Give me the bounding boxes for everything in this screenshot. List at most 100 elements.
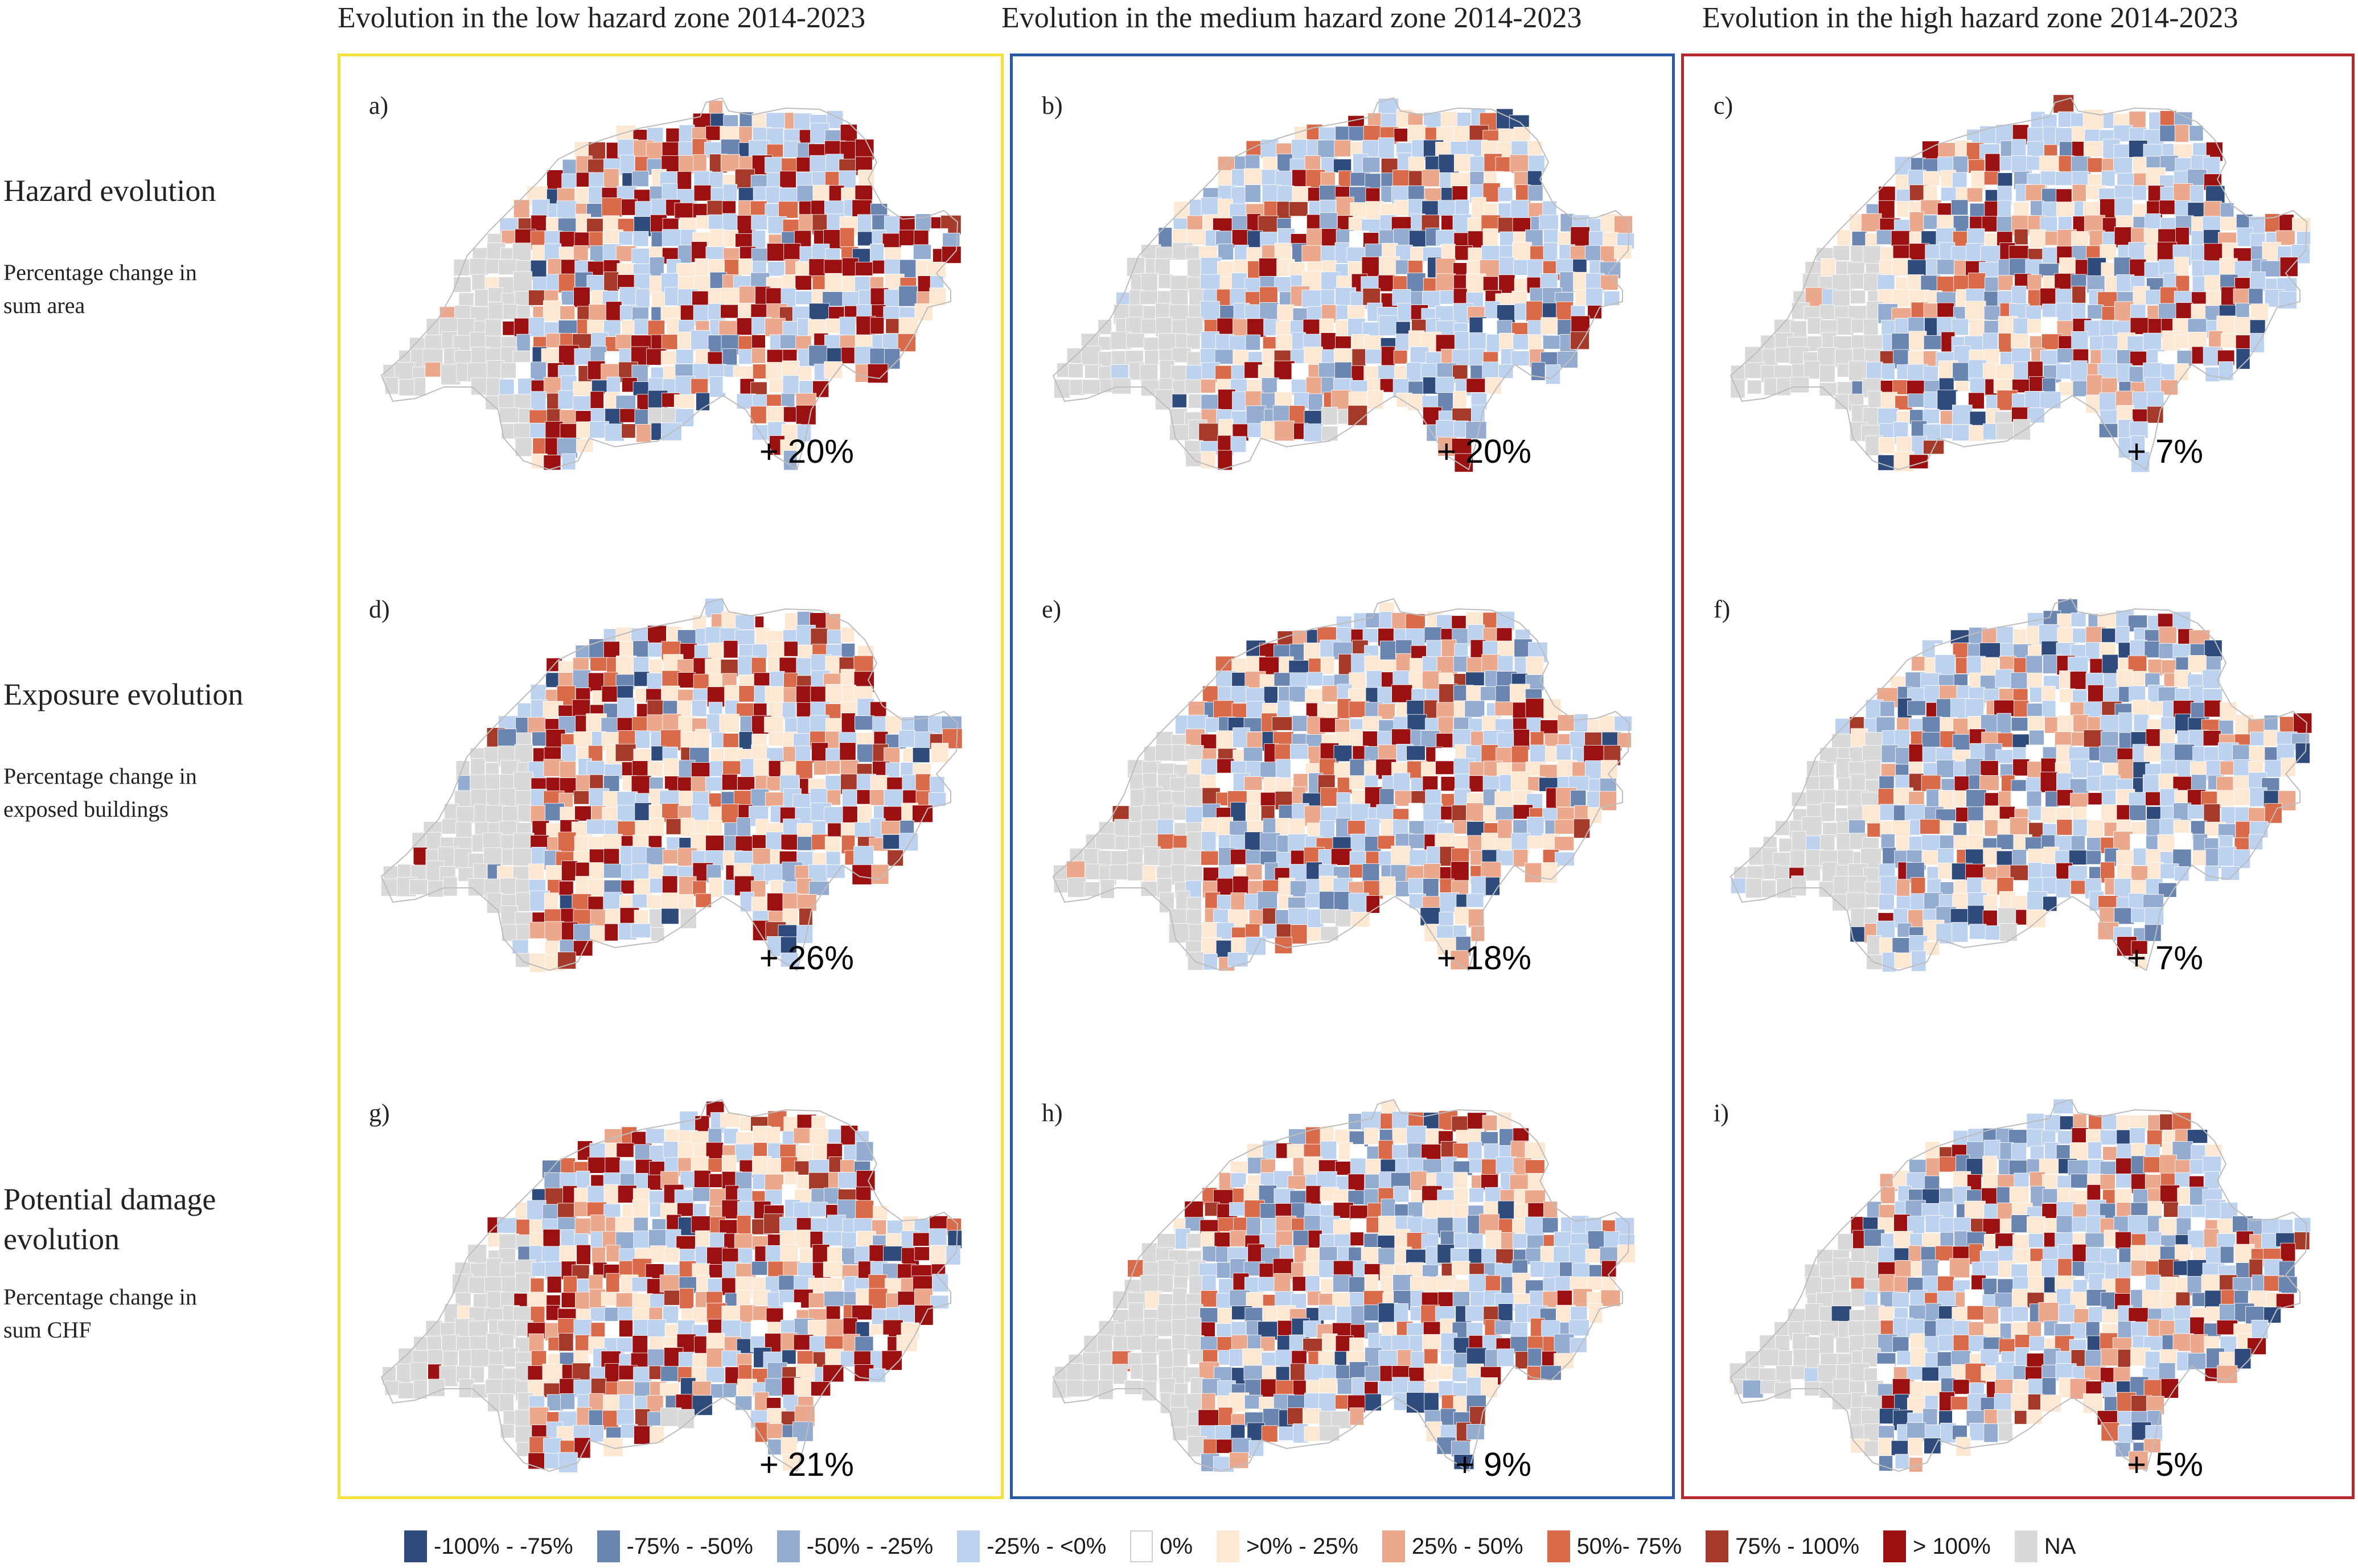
municipality — [601, 197, 623, 217]
municipality — [1291, 363, 1309, 381]
municipality — [1952, 172, 1967, 188]
municipality — [2056, 744, 2071, 763]
municipality — [621, 199, 638, 216]
municipality — [1379, 788, 1395, 808]
municipality — [556, 200, 577, 219]
municipality — [621, 880, 635, 894]
municipality — [1231, 186, 1246, 206]
municipality — [1322, 1333, 1338, 1351]
municipality — [1406, 1125, 1427, 1146]
municipality — [1216, 1262, 1233, 1279]
municipality — [2129, 258, 2147, 278]
municipality — [1316, 1171, 1337, 1188]
municipality — [499, 1393, 514, 1412]
municipality — [680, 731, 697, 748]
municipality — [587, 1186, 605, 1204]
municipality — [2026, 909, 2046, 928]
municipality — [808, 303, 830, 321]
municipality — [1920, 818, 1941, 834]
municipality — [1527, 816, 1544, 837]
municipality — [1350, 1232, 1364, 1246]
municipality — [1186, 351, 1202, 368]
row-subtitle-hazard-1: Percentage change in — [3, 260, 197, 285]
municipality — [2250, 731, 2265, 746]
municipality — [1439, 290, 1455, 304]
municipality — [2030, 686, 2044, 703]
municipality — [1983, 306, 2000, 320]
municipality — [1908, 350, 1924, 365]
municipality — [1435, 377, 1455, 393]
municipality — [456, 806, 477, 824]
municipality — [1201, 831, 1217, 852]
municipality — [2113, 257, 2131, 277]
municipality — [544, 1187, 564, 1205]
municipality — [695, 729, 710, 750]
municipality — [1158, 1274, 1174, 1293]
municipality — [1983, 1203, 2000, 1219]
municipality — [691, 378, 708, 394]
municipality — [2130, 834, 2147, 851]
municipality — [1983, 291, 2000, 308]
municipality — [1467, 1233, 1484, 1250]
municipality — [824, 361, 843, 379]
municipality — [691, 762, 712, 777]
municipality — [677, 1202, 694, 1217]
municipality — [1860, 792, 1882, 807]
municipality — [1450, 950, 1469, 970]
municipality — [1361, 1111, 1382, 1131]
municipality — [1317, 139, 1337, 159]
municipality — [899, 833, 919, 851]
municipality — [573, 940, 593, 957]
municipality — [1921, 1203, 1941, 1218]
municipality — [603, 1437, 623, 1457]
municipality — [1084, 863, 1102, 880]
municipality — [513, 199, 530, 218]
municipality — [1485, 1349, 1500, 1368]
municipality — [753, 758, 770, 776]
municipality — [2129, 804, 2147, 821]
municipality — [1804, 865, 1821, 881]
municipality — [2130, 317, 2150, 335]
municipality — [1406, 1392, 1428, 1413]
municipality — [1334, 762, 1350, 780]
municipality — [1436, 1275, 1456, 1290]
municipality — [2143, 332, 2162, 351]
municipality — [1378, 1140, 1394, 1161]
municipality — [941, 246, 962, 264]
municipality — [1921, 775, 1941, 792]
municipality — [517, 804, 532, 822]
municipality — [765, 1174, 784, 1193]
municipality — [1938, 142, 1956, 158]
municipality — [2133, 954, 2147, 969]
municipality — [606, 1273, 620, 1294]
municipality — [2115, 1173, 2134, 1188]
municipality — [839, 335, 856, 349]
municipality — [605, 301, 622, 321]
municipality — [1530, 1261, 1546, 1278]
municipality — [2028, 806, 2043, 821]
municipality — [1496, 611, 1515, 631]
municipality — [750, 1320, 767, 1337]
municipality — [1891, 333, 1911, 353]
municipality — [603, 271, 619, 293]
municipality — [1863, 334, 1884, 350]
municipality — [1067, 877, 1087, 898]
municipality — [2059, 381, 2074, 396]
municipality — [2189, 125, 2204, 142]
municipality — [1454, 907, 1470, 925]
municipality — [2203, 201, 2222, 217]
municipality — [1305, 1185, 1322, 1206]
column-title-medium: Evolution in the medium hazard zone 2014… — [1001, 2, 1582, 34]
panel-letter: b) — [1042, 92, 1063, 120]
municipality — [1127, 1260, 1144, 1278]
municipality — [1982, 332, 1998, 353]
row-subtitle-damage-1: Percentage change in — [3, 1284, 197, 1310]
municipality — [750, 406, 769, 424]
municipality — [1511, 833, 1531, 852]
municipality — [1922, 716, 1942, 735]
municipality — [740, 758, 755, 777]
municipality — [454, 304, 473, 320]
municipality — [545, 1304, 560, 1321]
municipality — [1997, 172, 2013, 188]
municipality — [1498, 187, 1513, 202]
